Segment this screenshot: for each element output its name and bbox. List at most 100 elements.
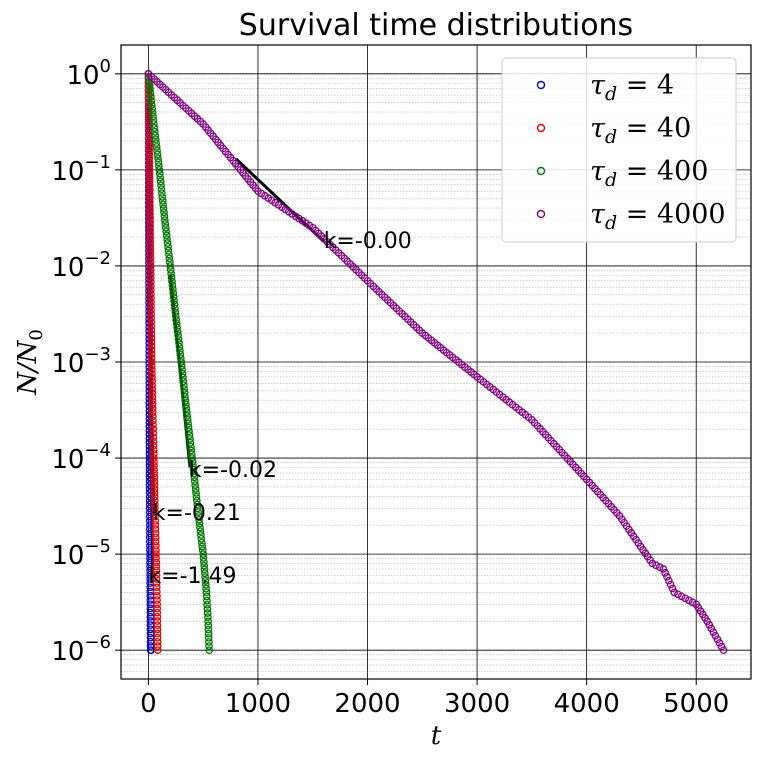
data-point	[177, 362, 186, 370]
data-point	[148, 400, 157, 409]
data-point	[146, 270, 155, 278]
data-point	[150, 477, 159, 486]
y-axis-label: N/N0	[13, 329, 47, 396]
data-point	[152, 575, 161, 583]
data-point	[150, 461, 158, 470]
data-point	[152, 558, 161, 567]
data-point	[145, 138, 154, 146]
data-point	[145, 504, 154, 513]
data-point	[149, 450, 158, 458]
data-point	[661, 569, 670, 577]
y-ticks: 100 10−1 10−2 10−3 10−4 10−5 10−6	[51, 56, 121, 667]
data-point	[162, 231, 171, 240]
data-point	[150, 492, 159, 501]
slope-annotation: k=-1.49	[148, 564, 236, 589]
data-point	[191, 485, 200, 493]
data-point	[648, 559, 657, 568]
data-point	[205, 638, 213, 646]
data-point	[146, 206, 154, 214]
data-point	[165, 258, 174, 266]
y-tick-label: 10−4	[51, 440, 111, 475]
data-point	[199, 554, 208, 562]
data-point	[146, 262, 155, 270]
data-point	[171, 308, 180, 317]
data-point	[160, 212, 169, 221]
data-point	[204, 629, 213, 638]
legend-marker	[536, 209, 546, 219]
data-point	[150, 127, 159, 136]
data-point	[147, 286, 155, 294]
data-point	[181, 396, 190, 405]
annotations: k=-0.00 k=-0.02 k=-0.21 k=-1.49	[148, 229, 411, 589]
data-point	[150, 473, 159, 482]
data-point	[172, 319, 181, 328]
data-point	[165, 254, 174, 263]
data-point	[203, 609, 212, 617]
data-point	[168, 277, 176, 286]
data-point	[145, 162, 154, 170]
data-point	[664, 576, 673, 585]
legend-label: τd = 4	[590, 70, 674, 105]
data-point	[150, 465, 158, 474]
data-point	[161, 223, 170, 232]
data-point	[154, 154, 162, 163]
data-point	[157, 185, 166, 194]
data-point	[147, 342, 156, 350]
data-point	[180, 385, 189, 393]
data-point	[146, 242, 155, 250]
data-point	[146, 214, 154, 222]
data-point	[156, 177, 165, 186]
data-point	[197, 531, 205, 539]
data-point	[145, 516, 154, 525]
data-point	[199, 557, 208, 566]
data-point	[146, 202, 154, 210]
data-point	[164, 246, 173, 255]
data-point	[166, 262, 175, 270]
legend-label: τd = 400	[590, 156, 708, 191]
data-point	[147, 310, 155, 318]
data-point	[167, 273, 176, 282]
data-point	[144, 178, 153, 187]
data-point	[152, 570, 161, 579]
data-point	[145, 194, 154, 202]
data-point	[187, 450, 196, 459]
data-point	[145, 186, 154, 194]
data-point	[145, 508, 154, 517]
data-point	[145, 477, 154, 486]
data-point	[153, 633, 162, 642]
data-point	[200, 565, 209, 574]
data-point	[186, 442, 195, 451]
data-point	[188, 454, 197, 462]
data-point	[145, 174, 154, 182]
data-point	[152, 587, 161, 596]
data-point	[153, 604, 162, 613]
data-point	[203, 605, 212, 613]
data-point	[145, 492, 154, 501]
data-point	[178, 365, 186, 374]
data-point	[185, 431, 194, 439]
legend-marker	[536, 80, 546, 90]
data-point	[659, 565, 668, 573]
data-point	[150, 496, 159, 505]
data-point	[172, 316, 181, 324]
data-point	[151, 135, 160, 144]
data-point	[145, 529, 154, 538]
data-point	[146, 89, 155, 97]
legend-label: τd = 40	[590, 113, 691, 148]
data-point	[193, 500, 202, 509]
data-point	[170, 300, 179, 309]
data-point	[146, 198, 154, 206]
data-point	[147, 322, 156, 330]
data-point	[197, 538, 206, 547]
data-point	[146, 266, 155, 274]
data-point	[147, 306, 155, 314]
legend-marker	[536, 123, 546, 133]
data-point	[154, 158, 163, 167]
data-point	[147, 350, 156, 358]
data-point	[148, 377, 156, 386]
data-point	[655, 563, 664, 571]
data-point	[198, 546, 207, 555]
legend: τd = 4 τd = 40 τd = 400 τd = 4000	[501, 57, 737, 243]
data-point	[150, 469, 159, 478]
series-group	[144, 69, 162, 655]
